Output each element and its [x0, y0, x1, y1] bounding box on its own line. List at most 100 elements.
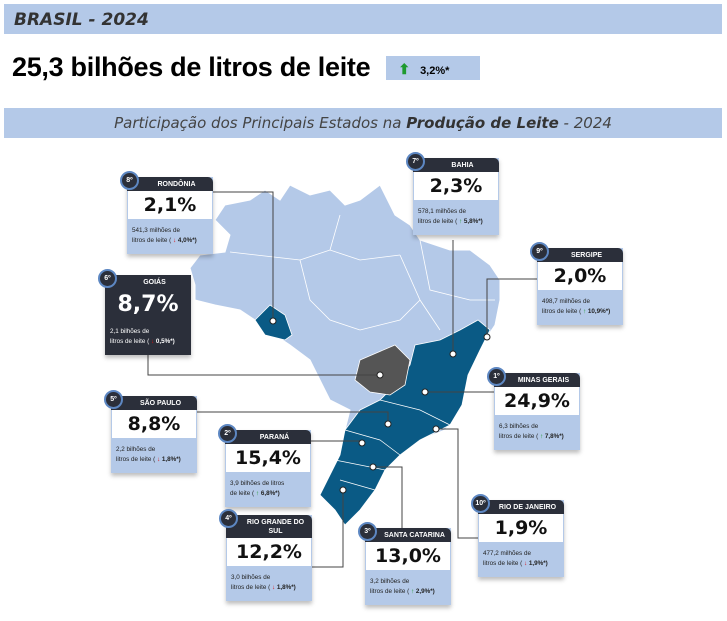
state-volume: 2,1 bilhões de: [110, 328, 150, 335]
state-volume-info: 3,0 bilhões de litros de leite ( ↓ 1,8%*): [226, 566, 312, 601]
state-card: 3º SANTA CATARINA 13,0% 3,2 bilhões de li…: [358, 522, 451, 605]
state-share: 1,9%: [479, 514, 563, 542]
close-paren: ): [545, 560, 548, 567]
state-volume: 578,1 milhões de: [418, 208, 466, 215]
state-volume-info: 3,2 bilhões de litros de leite ( ↑ 2,9%*): [365, 570, 451, 605]
rank-badge: 5º: [104, 390, 123, 409]
state-share: 12,2%: [227, 538, 311, 566]
state-card: 6º GOIÁS 8,7% 2,1 bilhões de litros de le…: [98, 269, 191, 355]
state-name: RONDÔNIA: [127, 177, 213, 191]
rank-badge: 1º: [487, 367, 506, 386]
header-title: BRASIL - 2024: [4, 4, 722, 34]
state-card: 10º RIO DE JANEIRO 1,9% 477,2 milhões de…: [471, 494, 564, 577]
state-share: 2,1%: [128, 191, 212, 219]
state-volume-info: 498,7 milhões de litros de leite ( ↑ 10,9…: [537, 290, 623, 325]
close-paren: ): [561, 433, 564, 440]
state-volume-info: 2,1 bilhões de litros de leite ( ↓ 0,5%*): [105, 320, 191, 355]
headline-row: 25,3 bilhões de litros de leite ⬆ 3,2%*: [12, 52, 481, 83]
state-volume-info: 2,2 bilhões de litros de leite ( ↓ 1,8%*): [111, 438, 197, 473]
state-change: 6,8%*: [260, 490, 278, 497]
goias-region: [354, 344, 411, 396]
state-share: 8,7%: [106, 289, 190, 320]
state-name: GOIÁS: [105, 275, 191, 289]
state-name: MINAS GERAIS: [494, 373, 580, 387]
state-volume: 3,9 bilhões de litros: [230, 480, 285, 487]
rank-badge: 8º: [120, 171, 139, 190]
volume-unit: litros de leite (: [499, 433, 539, 440]
volume-unit: litros de leite (: [542, 308, 582, 315]
state-card: 5º SÃO PAULO 8,8% 2,2 bilhões de litros d…: [104, 390, 197, 473]
state-name: RIO GRANDE DO SUL: [226, 515, 312, 538]
state-change: 1,9%*: [528, 560, 546, 567]
state-share: 8,8%: [112, 410, 196, 438]
map-subtitle: Participação dos Principais Estados na P…: [4, 108, 722, 138]
state-change: 0,5%*: [155, 338, 173, 345]
state-card: 4º RIO GRANDE DO SUL 12,2% 3,0 bilhões d…: [219, 509, 312, 601]
arrow-up-icon: ↑: [410, 588, 415, 595]
arrow-up-icon: ↑: [539, 433, 544, 440]
state-card: 9º SERGIPE 2,0% 498,7 milhões de litros d…: [530, 242, 623, 325]
state-share: 15,4%: [226, 444, 310, 472]
close-paren: ): [608, 308, 611, 315]
total-change-badge: ⬆ 3,2%*: [386, 55, 481, 80]
state-markers: [269, 317, 491, 494]
volume-unit: litros de leite (: [483, 560, 523, 567]
close-paren: ): [277, 490, 280, 497]
volume-unit: de leite (: [230, 490, 255, 497]
state-card: 2º PARANÁ 15,4% 3,9 bilhões de litros de …: [218, 424, 311, 507]
subtitle-suffix: - 2024: [558, 114, 612, 132]
volume-unit: litros de leite (: [110, 338, 150, 345]
state-borders: [229, 214, 495, 331]
arrow-down-icon: ↓: [523, 560, 528, 567]
volume-unit: litros de leite (: [132, 237, 172, 244]
arrow-up-icon: ↑: [458, 218, 463, 225]
state-name: SÃO PAULO: [111, 396, 197, 410]
state-volume-info: 541,3 milhões de litros de leite ( ↓ 4,0%…: [127, 219, 213, 254]
rank-badge: 6º: [98, 269, 117, 288]
rank-badge: 2º: [218, 424, 237, 443]
state-change: 2,9%*: [415, 588, 433, 595]
subtitle-prefix: Participação dos Principais Estados na: [114, 114, 407, 132]
state-volume-info: 477,2 milhões de litros de leite ( ↓ 1,9%…: [478, 542, 564, 577]
close-paren: ): [194, 237, 197, 244]
state-volume: 6,3 bilhões de: [499, 423, 539, 430]
state-share: 2,0%: [538, 262, 622, 290]
state-share: 2,3%: [414, 172, 498, 200]
rank-badge: 7º: [406, 152, 425, 171]
state-volume: 2,2 bilhões de: [116, 446, 156, 453]
state-card: 8º RONDÔNIA 2,1% 541,3 milhões de litros …: [120, 171, 213, 254]
state-change: 7,8%*: [544, 433, 562, 440]
state-card: 1º MINAS GERAIS 24,9% 6,3 bilhões de litr…: [487, 367, 580, 450]
state-name: BAHIA: [413, 158, 499, 172]
arrow-up-icon: ↑: [582, 308, 587, 315]
state-change: 10,9%*: [587, 308, 609, 315]
rank-badge: 10º: [471, 494, 490, 513]
state-volume: 498,7 milhões de: [542, 298, 590, 305]
close-paren: ): [293, 584, 296, 591]
state-volume-info: 578,1 milhões de litros de leite ( ↑ 5,8%…: [413, 200, 499, 235]
close-paren: ): [172, 338, 175, 345]
state-change: 1,8%*: [276, 584, 294, 591]
close-paren: ): [480, 218, 483, 225]
rank-badge: 9º: [530, 242, 549, 261]
total-production: 25,3 bilhões de litros de leite: [12, 52, 371, 82]
close-paren: ): [178, 456, 181, 463]
state-share: 13,0%: [366, 542, 450, 570]
state-name: SANTA CATARINA: [365, 528, 451, 542]
state-change: 1,8%*: [161, 456, 179, 463]
volume-unit: litros de leite (: [116, 456, 156, 463]
arrow-down-icon: ↓: [150, 338, 155, 345]
state-volume-info: 3,9 bilhões de litros de leite ( ↑ 6,8%*): [225, 472, 311, 507]
volume-unit: litros de leite (: [370, 588, 410, 595]
state-name: PARANÁ: [225, 430, 311, 444]
rank-badge: 3º: [358, 522, 377, 541]
arrow-down-icon: ↓: [271, 584, 276, 591]
arrow-up-icon: ↑: [255, 490, 260, 497]
arrow-up-icon: ⬆: [398, 60, 411, 77]
state-name: RIO DE JANEIRO: [478, 500, 564, 514]
total-change-value: 3,2%*: [420, 64, 450, 77]
state-change: 4,0%*: [177, 237, 195, 244]
volume-unit: litros de leite (: [418, 218, 458, 225]
state-volume-info: 6,3 bilhões de litros de leite ( ↑ 7,8%*): [494, 415, 580, 450]
